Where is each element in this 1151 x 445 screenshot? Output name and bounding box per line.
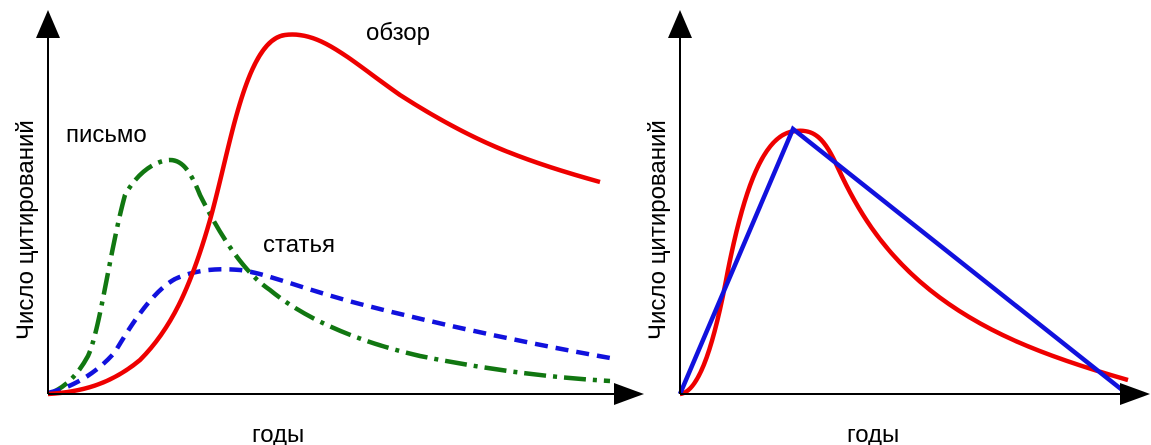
left-curve-article xyxy=(47,267,611,396)
right-curve-smooth xyxy=(679,128,1129,397)
right-panel: Число цитирований годы xyxy=(644,10,1150,445)
left-curve-review-label: обзор xyxy=(366,19,430,46)
left-curve-review xyxy=(47,32,601,397)
right-x-axis-arrow xyxy=(1120,383,1150,405)
left-x-axis-arrow xyxy=(614,383,644,405)
left-panel: Число цитирований годы обзор письмо стат… xyxy=(12,10,644,445)
left-y-axis-label: Число цитирований xyxy=(12,120,39,340)
left-x-axis-label: годы xyxy=(252,421,304,445)
right-y-axis-arrow xyxy=(668,10,692,38)
right-x-axis-label: годы xyxy=(847,421,899,445)
left-curve-article-label: статья xyxy=(263,231,335,258)
right-curve-triangular xyxy=(677,125,1128,395)
right-y-axis-label: Число цитирований xyxy=(644,120,671,340)
left-curve-letter-label: письмо xyxy=(66,121,147,148)
left-y-axis-arrow xyxy=(36,10,60,38)
left-curve-letter xyxy=(47,157,611,397)
